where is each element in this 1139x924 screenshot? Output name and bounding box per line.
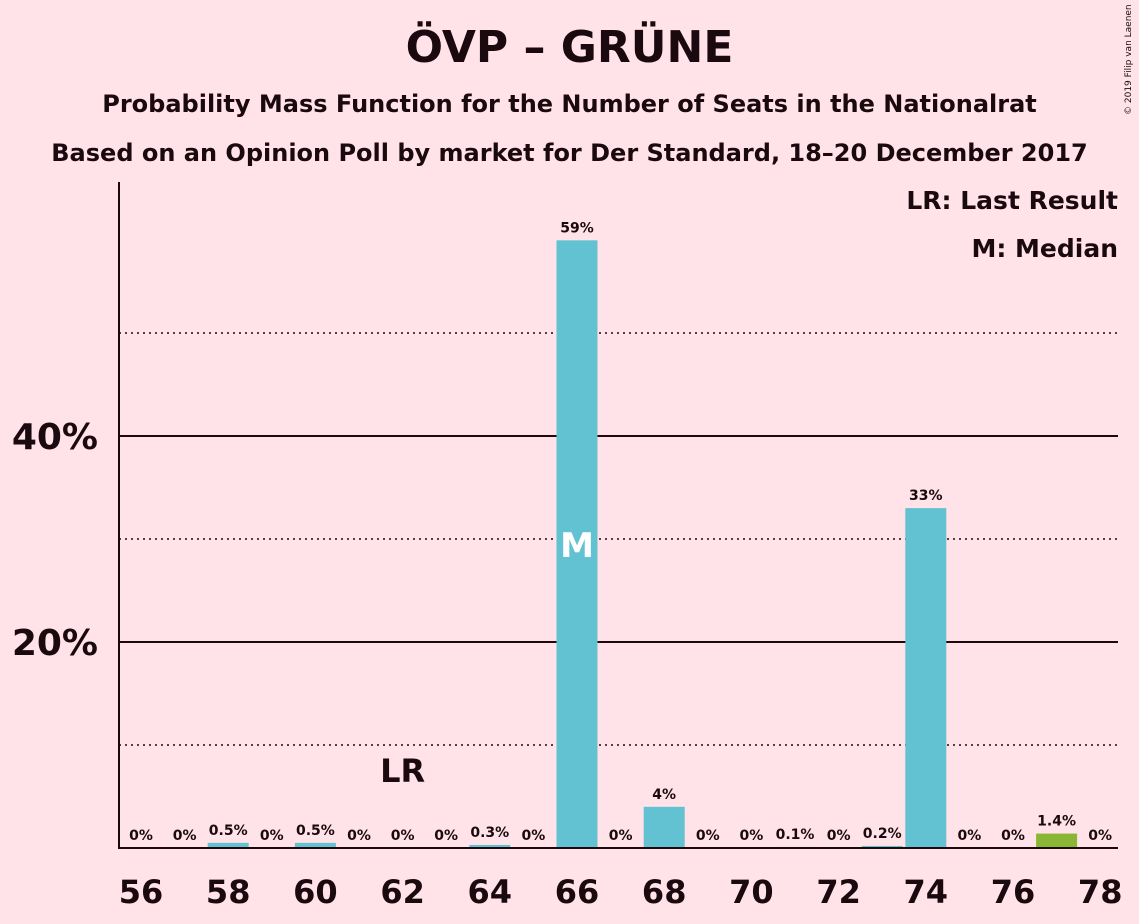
bar-66 bbox=[556, 240, 598, 849]
legend-median: M: Median bbox=[971, 234, 1118, 263]
bar-label-62: 0% bbox=[391, 828, 415, 844]
x-tick-label: 60 bbox=[293, 873, 338, 911]
bar-74 bbox=[905, 508, 947, 848]
bar-label-63: 0% bbox=[434, 828, 458, 844]
bar-label-74: 33% bbox=[909, 488, 943, 504]
x-tick-label: 64 bbox=[468, 873, 513, 911]
bar-label-71: 0.1% bbox=[776, 827, 815, 843]
bar-label-70: 0% bbox=[740, 828, 764, 844]
x-tick-label: 78 bbox=[1078, 873, 1123, 911]
bar-label-58: 0.5% bbox=[209, 823, 248, 839]
bar-label-75: 0% bbox=[958, 828, 982, 844]
bar-label-65: 0% bbox=[522, 828, 546, 844]
chart-subtitle-2: Based on an Opinion Poll by market for D… bbox=[51, 139, 1088, 167]
bar-58 bbox=[207, 842, 249, 848]
bar-label-56: 0% bbox=[129, 828, 153, 844]
bar-68 bbox=[643, 806, 685, 848]
x-tick-label: 68 bbox=[642, 873, 687, 911]
bar-label-69: 0% bbox=[696, 828, 720, 844]
chart-title: ÖVP – GRÜNE bbox=[405, 22, 734, 73]
x-tick-label: 74 bbox=[904, 873, 949, 911]
bar-label-77: 1.4% bbox=[1037, 814, 1076, 830]
y-tick-label: 40% bbox=[12, 417, 98, 458]
bar-label-64: 0.3% bbox=[470, 825, 509, 841]
bar-73 bbox=[861, 845, 903, 848]
x-tick-label: 76 bbox=[991, 873, 1036, 911]
bar-60 bbox=[294, 842, 336, 848]
x-tick-label: 66 bbox=[555, 873, 600, 911]
bar-label-60: 0.5% bbox=[296, 823, 335, 839]
x-tick-label: 72 bbox=[816, 873, 861, 911]
x-tick-label: 70 bbox=[729, 873, 774, 911]
bar-label-68: 4% bbox=[652, 787, 676, 803]
x-tick-label: 56 bbox=[119, 873, 164, 911]
bar-label-67: 0% bbox=[609, 828, 633, 844]
bar-label-61: 0% bbox=[347, 828, 371, 844]
bar-label-66: 59% bbox=[560, 220, 594, 236]
bar-label-57: 0% bbox=[173, 828, 197, 844]
last-result-marker: LR bbox=[380, 752, 425, 790]
bar-label-73: 0.2% bbox=[863, 826, 902, 842]
bar-label-76: 0% bbox=[1001, 828, 1025, 844]
x-tick-label: 62 bbox=[380, 873, 425, 911]
median-marker: M bbox=[560, 526, 594, 566]
bar-77 bbox=[1036, 833, 1078, 848]
bar-label-78: 0% bbox=[1088, 828, 1112, 844]
x-tick-label: 58 bbox=[206, 873, 251, 911]
bar-label-59: 0% bbox=[260, 828, 284, 844]
y-tick-label: 20% bbox=[12, 623, 98, 664]
legend-last-result: LR: Last Result bbox=[906, 186, 1118, 215]
bar-label-72: 0% bbox=[827, 828, 851, 844]
chart-subtitle: Probability Mass Function for the Number… bbox=[102, 90, 1037, 118]
bar-64 bbox=[469, 844, 511, 848]
